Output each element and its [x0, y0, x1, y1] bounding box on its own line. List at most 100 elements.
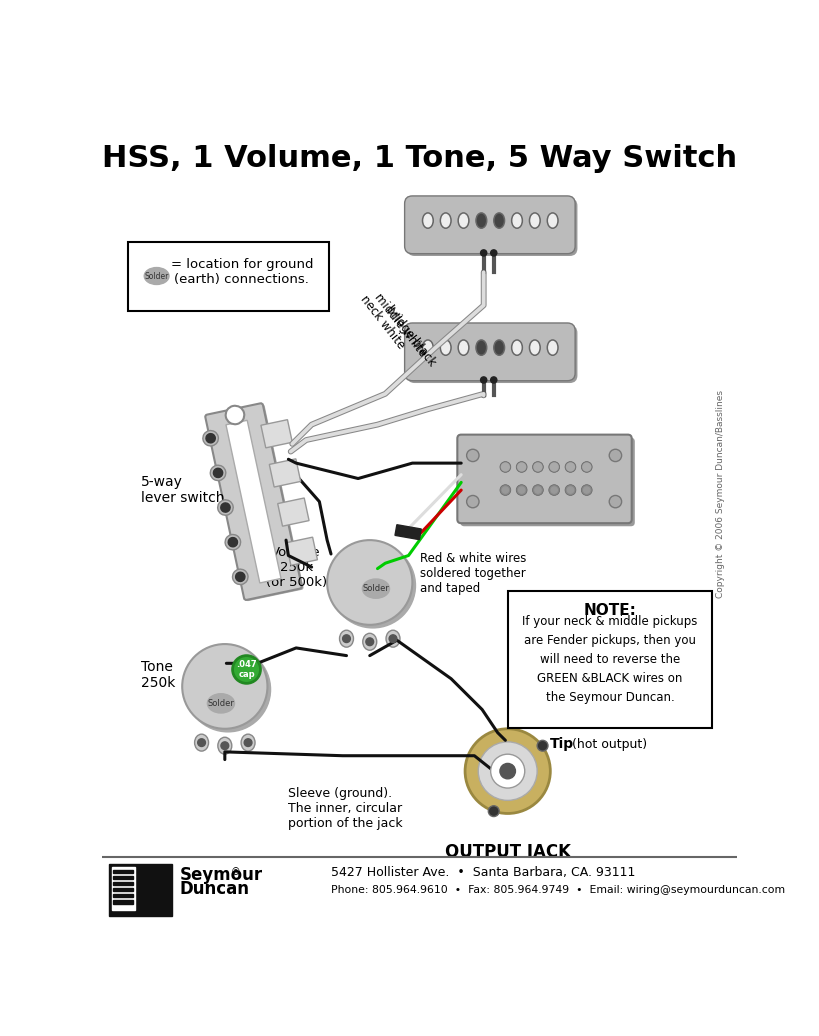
FancyBboxPatch shape [460, 437, 635, 526]
Circle shape [535, 487, 541, 493]
Text: Copyright © 2006 Seymour Duncan/Basslines: Copyright © 2006 Seymour Duncan/Bassline… [717, 390, 726, 598]
Circle shape [500, 485, 511, 495]
Circle shape [581, 485, 592, 495]
Circle shape [567, 463, 574, 470]
Circle shape [467, 450, 479, 462]
Ellipse shape [547, 340, 558, 355]
Bar [269, 459, 301, 487]
Text: If your neck & middle pickups
are Fender pickups, then you
will need to reverse : If your neck & middle pickups are Fender… [523, 615, 698, 704]
Circle shape [197, 739, 206, 747]
Ellipse shape [424, 214, 432, 227]
Circle shape [221, 502, 230, 512]
Text: Phone: 805.964.9610  •  Fax: 805.964.9749  •  Email: wiring@seymourduncan.com: Phone: 805.964.9610 • Fax: 805.964.9749 … [331, 886, 785, 895]
Circle shape [583, 463, 590, 470]
Text: Solder: Solder [363, 584, 389, 594]
Circle shape [481, 377, 486, 383]
Circle shape [233, 569, 248, 584]
Circle shape [500, 764, 515, 779]
Circle shape [550, 463, 558, 470]
Ellipse shape [494, 340, 505, 355]
Text: .047
cap: .047 cap [236, 660, 257, 680]
Bar [109, 864, 172, 916]
Text: Duncan: Duncan [180, 880, 250, 898]
Circle shape [518, 463, 526, 470]
Circle shape [500, 462, 511, 472]
Circle shape [229, 538, 238, 547]
Bar [113, 900, 133, 903]
Circle shape [534, 463, 542, 470]
Circle shape [467, 495, 479, 508]
FancyBboxPatch shape [407, 198, 577, 256]
Ellipse shape [424, 342, 432, 353]
Circle shape [327, 540, 413, 625]
Circle shape [532, 485, 543, 495]
Ellipse shape [195, 735, 209, 751]
Ellipse shape [241, 735, 255, 751]
Ellipse shape [340, 630, 354, 648]
Circle shape [568, 487, 573, 493]
FancyBboxPatch shape [405, 323, 575, 381]
Circle shape [210, 465, 226, 481]
Bar [113, 888, 133, 891]
Circle shape [609, 495, 622, 508]
Circle shape [465, 728, 550, 813]
Ellipse shape [529, 340, 541, 355]
FancyBboxPatch shape [405, 196, 575, 254]
Text: Tone
250k: Tone 250k [141, 660, 175, 690]
Circle shape [185, 648, 270, 731]
Ellipse shape [458, 340, 469, 355]
Text: bridge black: bridge black [383, 304, 438, 369]
Bar [113, 882, 133, 885]
Circle shape [551, 487, 557, 493]
Circle shape [491, 250, 497, 256]
Ellipse shape [476, 340, 486, 355]
Text: Volume
250k
(or 500k): Volume 250k (or 500k) [265, 546, 327, 588]
Text: Solder: Solder [144, 271, 169, 281]
Circle shape [609, 450, 622, 462]
Circle shape [366, 638, 373, 645]
Text: Sleeve (ground).
The inner, circular
portion of the jack: Sleeve (ground). The inner, circular por… [288, 786, 403, 830]
FancyBboxPatch shape [457, 435, 631, 523]
Circle shape [502, 487, 509, 493]
Circle shape [221, 742, 229, 750]
Circle shape [501, 463, 509, 470]
Bar [113, 875, 133, 879]
Ellipse shape [494, 212, 505, 228]
Text: 5-way
lever switch: 5-way lever switch [141, 474, 224, 506]
Circle shape [581, 462, 592, 472]
Ellipse shape [441, 214, 450, 227]
Circle shape [233, 656, 260, 684]
Text: 5427 Hollister Ave.  •  Santa Barbara, CA. 93111: 5427 Hollister Ave. • Santa Barbara, CA.… [331, 866, 636, 880]
Ellipse shape [423, 212, 433, 228]
Ellipse shape [386, 630, 400, 648]
Circle shape [488, 806, 499, 816]
Bar [111, 866, 135, 910]
Ellipse shape [441, 340, 451, 355]
Circle shape [236, 572, 245, 581]
Ellipse shape [531, 214, 539, 227]
FancyBboxPatch shape [207, 404, 304, 601]
Bar [286, 537, 318, 566]
Ellipse shape [363, 633, 377, 651]
Circle shape [532, 462, 543, 472]
Text: Seymour: Seymour [180, 866, 263, 884]
Ellipse shape [495, 214, 503, 227]
Text: Tip: Tip [550, 738, 574, 751]
Bar [278, 498, 309, 526]
Text: (hot output): (hot output) [572, 738, 647, 751]
FancyBboxPatch shape [206, 403, 301, 600]
Text: HSS, 1 Volume, 1 Tone, 5 Way Switch: HSS, 1 Volume, 1 Tone, 5 Way Switch [102, 144, 737, 173]
Circle shape [226, 406, 244, 425]
Bar [102, 858, 737, 922]
Circle shape [565, 462, 576, 472]
Ellipse shape [514, 342, 521, 353]
Ellipse shape [441, 342, 450, 353]
Ellipse shape [441, 212, 451, 228]
Text: = location for ground
(earth) connections.: = location for ground (earth) connection… [170, 258, 313, 286]
Circle shape [182, 644, 268, 728]
Circle shape [491, 377, 497, 383]
FancyBboxPatch shape [407, 325, 577, 383]
Circle shape [549, 462, 559, 472]
FancyBboxPatch shape [128, 242, 328, 311]
Ellipse shape [459, 342, 468, 353]
